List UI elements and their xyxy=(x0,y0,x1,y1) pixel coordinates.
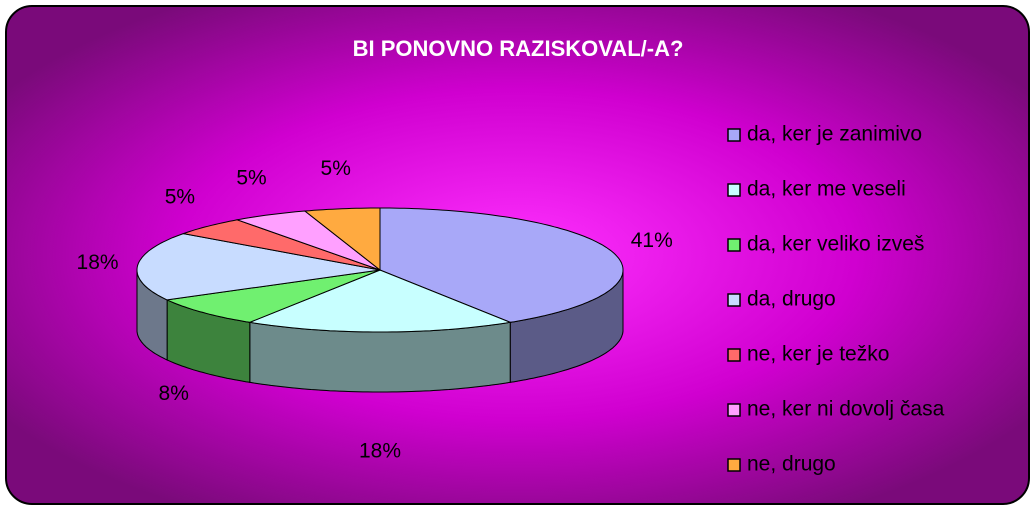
legend-label: ne, ker ni dovolj časa xyxy=(747,398,945,421)
data-label: 18% xyxy=(77,251,119,274)
slice xyxy=(136,233,381,301)
slice-side-shade xyxy=(249,321,511,393)
data-label: 18% xyxy=(359,440,401,463)
legend-label: da, ker je zanimivo xyxy=(747,123,922,146)
chart-title: BI PONOVNO RAZISKOVAL/-A? xyxy=(353,36,684,61)
legend-swatch xyxy=(727,128,741,142)
legend-label: da, ker veliko izveš xyxy=(747,233,924,256)
slice xyxy=(181,219,381,271)
legend: da, ker je zanimivo da, ker me veseli da, … xyxy=(727,123,945,476)
legend-label: ne, drugo xyxy=(747,453,836,476)
data-label: 8% xyxy=(159,382,189,405)
data-label: 5% xyxy=(236,167,266,190)
slice xyxy=(235,210,381,271)
legend-label: da, drugo xyxy=(747,288,836,311)
slice xyxy=(379,207,624,323)
legend-swatch xyxy=(727,348,741,362)
legend-label: da, ker me veseli xyxy=(747,178,906,201)
slice xyxy=(247,269,513,333)
legend-swatch xyxy=(727,183,741,197)
data-label: 5% xyxy=(165,185,195,208)
legend-swatch xyxy=(727,238,741,252)
legend-swatch xyxy=(727,293,741,307)
slice xyxy=(303,207,381,272)
pie: 41% 18% 8% 18% 5% 5% 5% xyxy=(77,157,673,463)
legend-label: ne, ker je težko xyxy=(747,343,889,366)
data-label: 41% xyxy=(631,229,673,252)
legend-swatch xyxy=(727,458,741,472)
slice xyxy=(165,269,381,323)
data-label: 5% xyxy=(321,157,351,180)
legend-swatch xyxy=(727,403,741,417)
